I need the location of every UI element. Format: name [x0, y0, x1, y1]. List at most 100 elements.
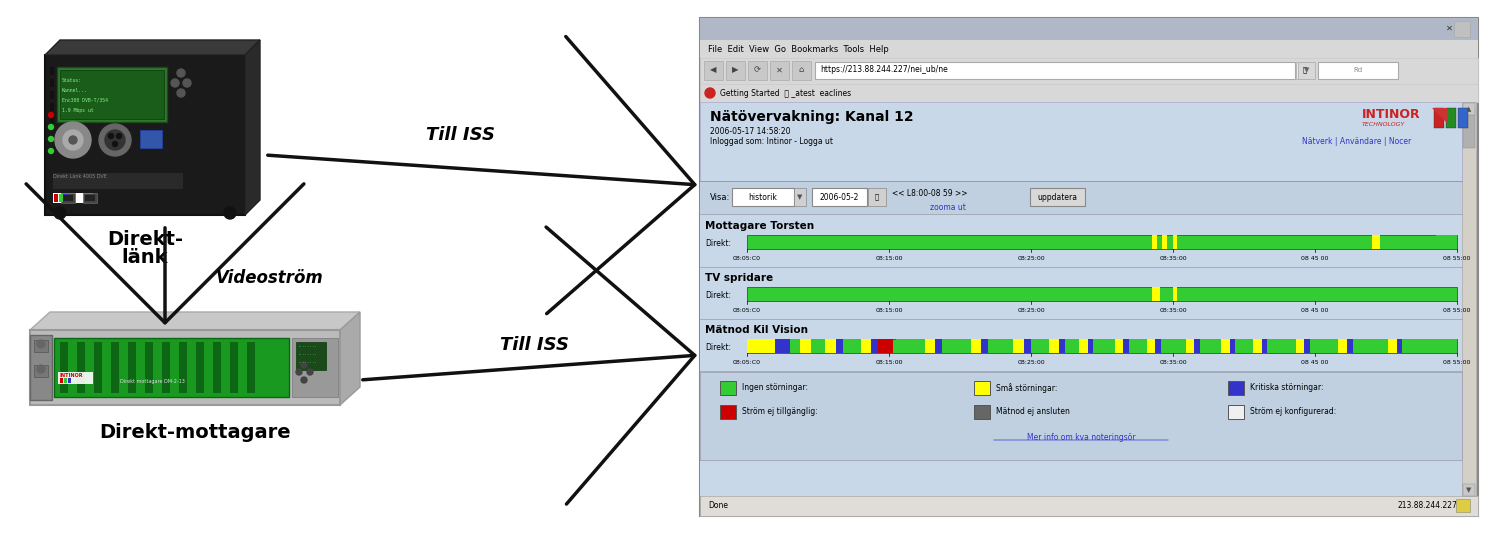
Text: Direkt:: Direkt:: [705, 342, 730, 351]
Bar: [770, 61, 789, 80]
Bar: [1094, 339, 1114, 353]
Bar: [812, 188, 867, 206]
Text: historik: historik: [748, 192, 777, 201]
Bar: [1228, 381, 1244, 395]
Bar: [879, 339, 892, 353]
Bar: [1236, 339, 1252, 353]
Bar: [970, 339, 981, 353]
Bar: [924, 339, 934, 353]
Bar: [1030, 339, 1048, 353]
Bar: [896, 339, 924, 353]
Bar: [700, 496, 1478, 516]
Bar: [1372, 235, 1380, 249]
Bar: [1462, 484, 1474, 496]
Bar: [700, 182, 1462, 214]
Circle shape: [38, 365, 45, 373]
Bar: [843, 339, 861, 353]
Text: ........: ........: [297, 360, 316, 364]
Bar: [700, 319, 1462, 371]
Bar: [292, 338, 338, 397]
Bar: [1310, 339, 1338, 353]
Text: Direkt Länk 4005 DVE: Direkt Länk 4005 DVE: [53, 174, 106, 179]
Text: Mottagare Torsten: Mottagare Torsten: [705, 221, 815, 231]
Bar: [64, 378, 68, 383]
Bar: [1396, 339, 1402, 353]
Bar: [248, 342, 255, 393]
Text: 213.88.244.227: 213.88.244.227: [1398, 501, 1458, 511]
Text: länk: länk: [122, 248, 168, 267]
Bar: [1353, 339, 1388, 353]
Bar: [700, 102, 1462, 496]
Bar: [1318, 62, 1398, 79]
Text: TV spridare: TV spridare: [705, 273, 772, 283]
Bar: [1173, 287, 1178, 301]
Text: Rd: Rd: [1353, 67, 1362, 73]
Bar: [1298, 62, 1316, 79]
Text: INTINOR: INTINOR: [58, 373, 82, 378]
Bar: [86, 195, 94, 201]
Text: 08:35:00: 08:35:00: [1160, 359, 1186, 365]
Bar: [1230, 339, 1236, 353]
Text: 08:05:C0: 08:05:C0: [734, 308, 760, 312]
Text: File  Edit  View  Go  Bookmarks  Tools  Help: File Edit View Go Bookmarks Tools Help: [708, 44, 888, 53]
Text: Direkt-mottagare: Direkt-mottagare: [99, 423, 291, 442]
Text: Direkt mottagare DM-2-13: Direkt mottagare DM-2-13: [120, 380, 184, 384]
Bar: [700, 40, 1478, 58]
Bar: [50, 115, 54, 123]
Bar: [64, 194, 68, 202]
Bar: [934, 339, 942, 353]
Text: Kritiska störningar:: Kritiska störningar:: [1250, 383, 1323, 392]
Bar: [861, 339, 871, 353]
Bar: [111, 342, 118, 393]
Text: 2006-05-2: 2006-05-2: [819, 192, 858, 201]
Text: ✕: ✕: [776, 66, 783, 75]
Bar: [700, 372, 1462, 460]
Bar: [1454, 21, 1470, 37]
Bar: [1152, 235, 1158, 249]
Bar: [974, 381, 990, 395]
Bar: [1030, 188, 1084, 206]
Bar: [747, 339, 776, 353]
Bar: [776, 339, 789, 353]
Circle shape: [105, 130, 125, 150]
Circle shape: [112, 142, 117, 146]
Text: ▶: ▶: [732, 66, 738, 75]
Bar: [1446, 108, 1456, 128]
Bar: [1080, 339, 1088, 353]
Bar: [146, 342, 153, 393]
Bar: [57, 67, 166, 122]
Circle shape: [296, 369, 302, 375]
Text: zooma ut: zooma ut: [930, 203, 966, 213]
Text: 08 55:00: 08 55:00: [1443, 359, 1470, 365]
Bar: [700, 267, 1462, 319]
Bar: [1059, 339, 1065, 353]
Text: Direkt:: Direkt:: [705, 239, 730, 247]
Bar: [974, 405, 990, 419]
Text: Direkt:: Direkt:: [705, 290, 730, 300]
Bar: [63, 195, 74, 201]
Circle shape: [177, 89, 184, 97]
Bar: [230, 342, 238, 393]
Polygon shape: [244, 40, 260, 215]
Text: 08:05:C0: 08:05:C0: [734, 255, 760, 261]
Text: uppdatera: uppdatera: [1036, 192, 1077, 201]
Bar: [60, 378, 63, 383]
Text: 08 45 00: 08 45 00: [1302, 359, 1329, 365]
Circle shape: [48, 148, 54, 153]
Circle shape: [117, 134, 122, 138]
Bar: [34, 340, 48, 352]
Text: ⟳: ⟳: [753, 66, 760, 75]
Text: 08:25:00: 08:25:00: [1017, 359, 1046, 365]
Text: Små störningar:: Små störningar:: [996, 383, 1058, 393]
Bar: [700, 84, 1478, 102]
Bar: [825, 339, 836, 353]
Bar: [868, 188, 886, 206]
Bar: [1161, 339, 1186, 353]
Text: Videoström: Videoström: [216, 269, 324, 287]
Bar: [747, 287, 1456, 301]
Bar: [1388, 339, 1396, 353]
Bar: [1186, 339, 1194, 353]
Bar: [812, 339, 825, 353]
Bar: [178, 342, 188, 393]
Bar: [1228, 405, 1244, 419]
